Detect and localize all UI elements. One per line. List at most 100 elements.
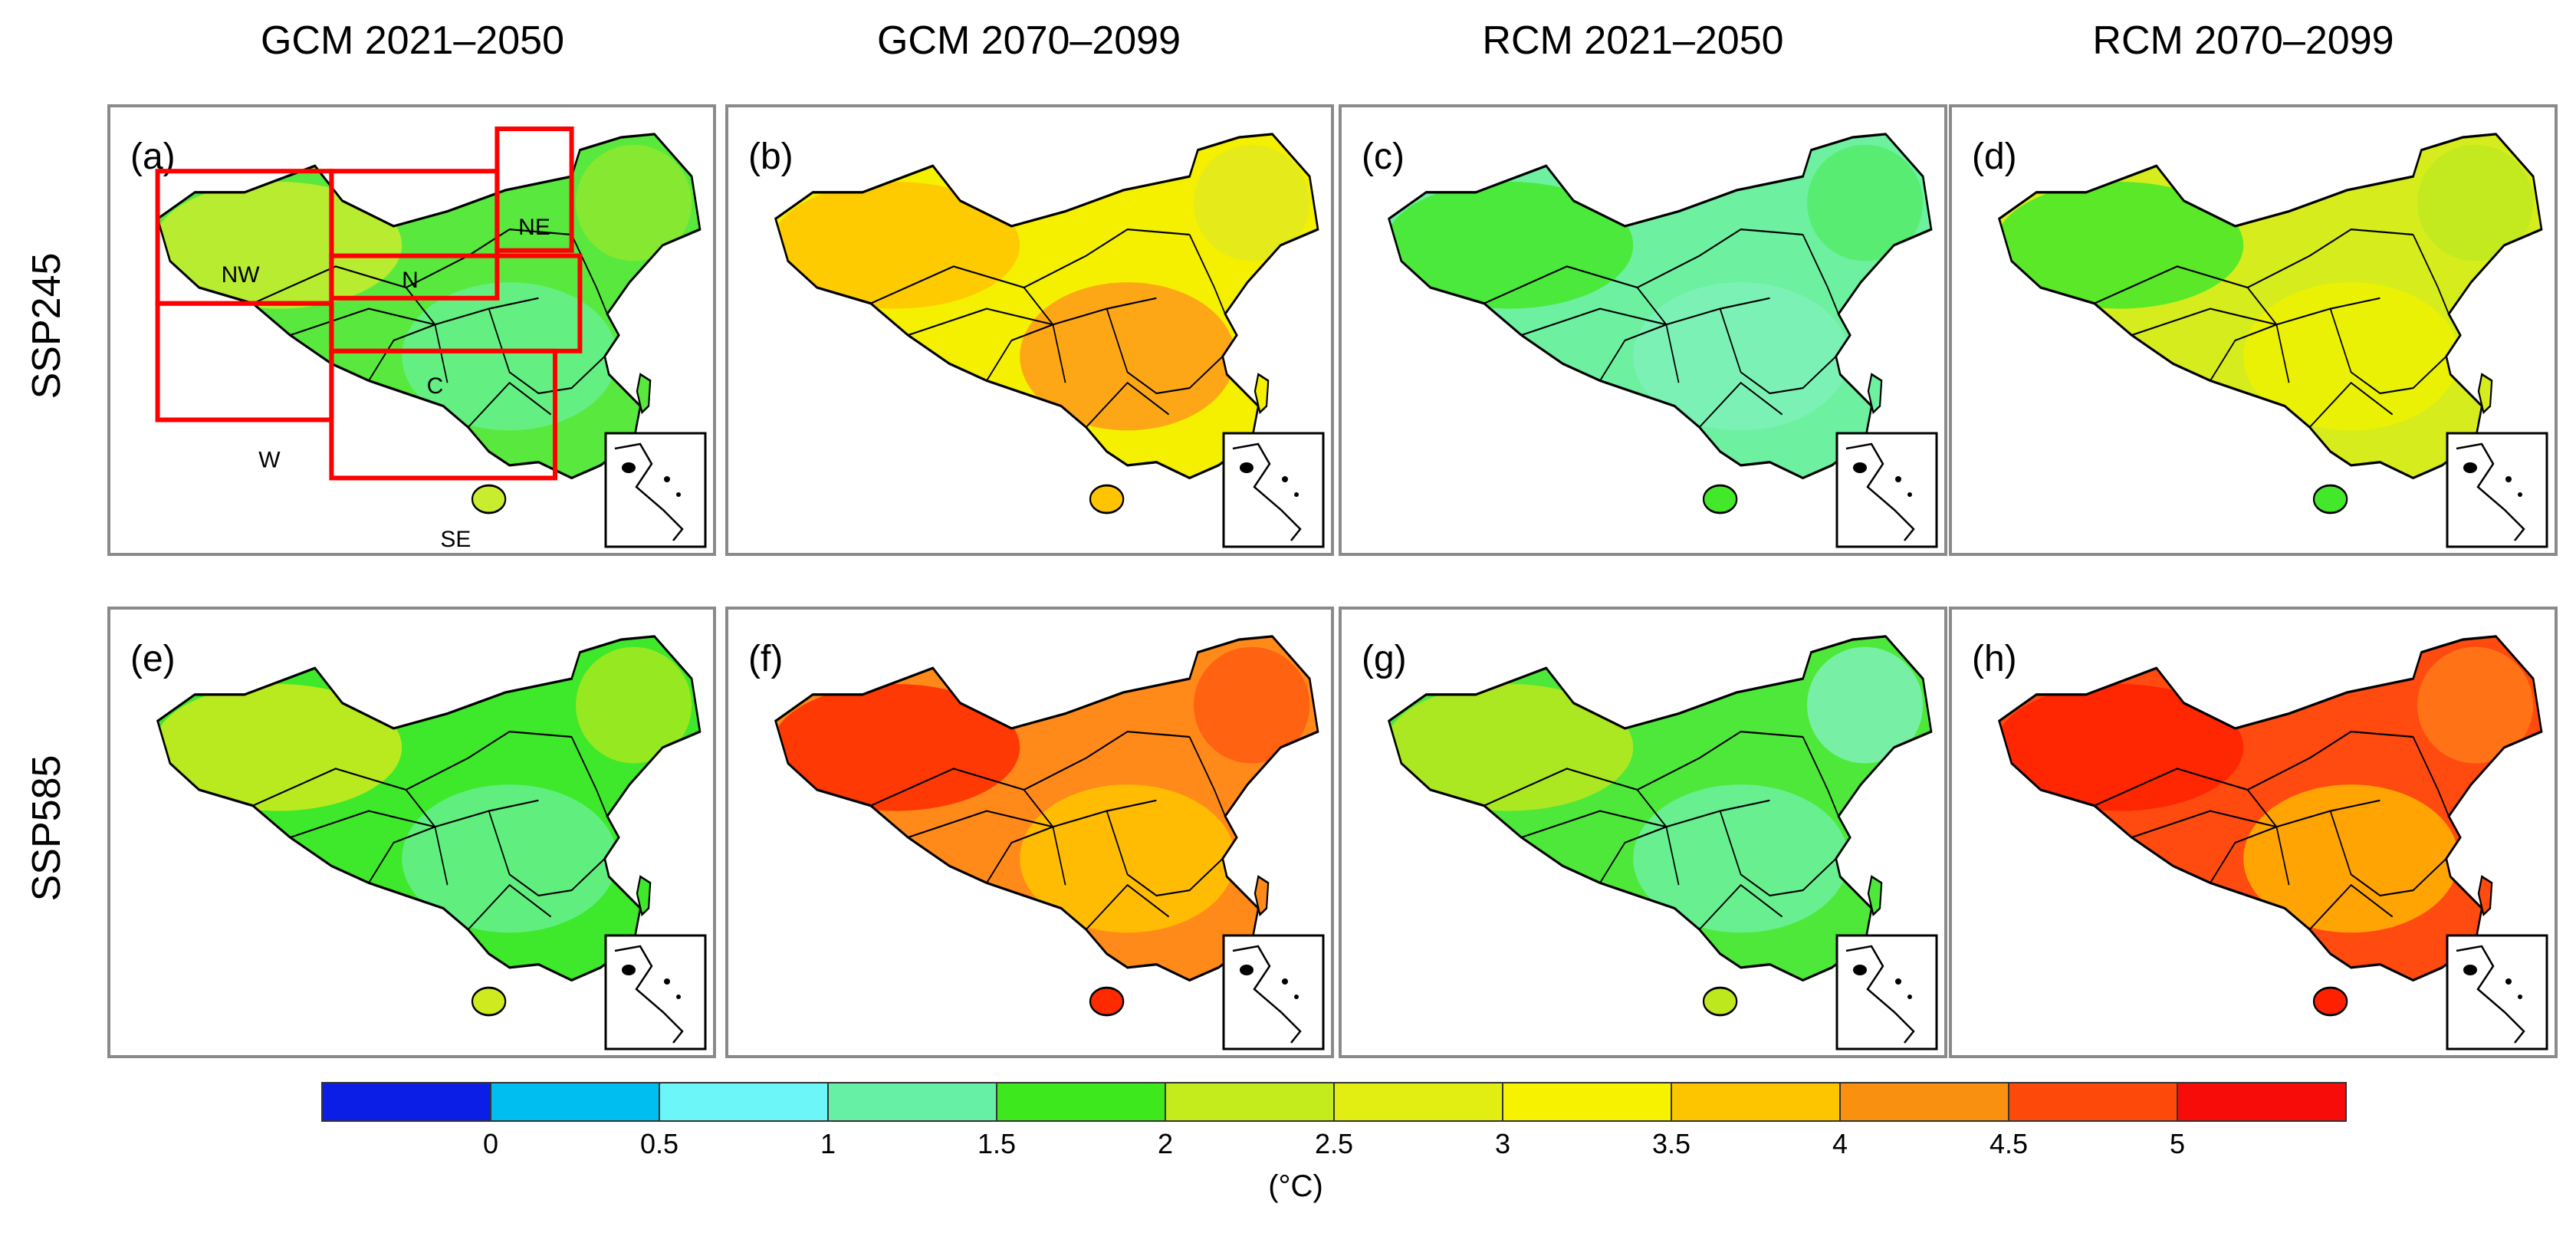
colorbar-box — [321, 1082, 491, 1122]
anomaly-patch — [157, 683, 402, 811]
province-boundary — [870, 730, 1190, 807]
panel-e: (e) — [107, 607, 716, 1058]
panel-c: (c) — [1339, 104, 1947, 556]
column-title-gcm-2021-2050: GCM 2021–2050 — [261, 18, 564, 63]
colorbar-tick-label: 0.5 — [640, 1128, 678, 1159]
region-label-w: W — [258, 448, 281, 473]
anomaly-patch — [1999, 181, 2244, 309]
province-boundary — [368, 826, 435, 884]
province-boundary — [1699, 381, 1783, 429]
colorbar-box — [2008, 1082, 2178, 1122]
hainan-island — [1089, 986, 1125, 1017]
province-boundary — [2412, 736, 2450, 817]
province-boundary — [1699, 883, 1783, 931]
south-china-sea-inset — [604, 432, 707, 548]
hainan-island — [1702, 986, 1738, 1017]
row-title-ssp585: SSP585 — [25, 755, 69, 902]
province-boundary — [2412, 234, 2450, 315]
province-boundary — [2094, 730, 2413, 807]
panel-label: (h) — [1972, 639, 2017, 679]
south-china-sea-inset — [2446, 934, 2548, 1051]
province-boundary — [1023, 287, 1066, 383]
panel-label: (b) — [748, 136, 794, 177]
colorbar-box — [1671, 1082, 1841, 1122]
region-label-se: SE — [440, 527, 471, 552]
anomaly-patch — [1807, 144, 1924, 261]
colorbar-box — [1502, 1082, 1672, 1122]
province-boundary — [1599, 826, 1667, 884]
region-box-se — [329, 348, 557, 481]
province-boundary — [570, 736, 608, 817]
colorbar-box — [659, 1082, 829, 1122]
region-label-n: N — [402, 268, 419, 293]
region-label-c: C — [427, 373, 444, 399]
hainan-island — [2312, 484, 2348, 515]
province-boundary — [1188, 234, 1226, 315]
south-china-sea-inset — [604, 934, 707, 1051]
province-boundary — [986, 324, 1053, 382]
colorbar-unit-label: (°C) — [1268, 1169, 1323, 1203]
province-boundary — [368, 324, 435, 382]
taiwan-island — [636, 875, 652, 917]
colorbar-tick-label: 3.5 — [1652, 1128, 1691, 1159]
colorbar-box — [2177, 1082, 2347, 1122]
province-boundary — [468, 381, 552, 429]
region-box-ne — [495, 127, 574, 253]
column-titles: GCM 2021–2050 GCM 2070–2099 RCM 2021–205… — [261, 18, 2394, 63]
province-boundary — [1802, 736, 1839, 817]
province-boundary — [2309, 883, 2394, 931]
colorbar-tick-label: 2.5 — [1315, 1128, 1353, 1159]
column-title-rcm-2021-2050: RCM 2021–2050 — [1482, 18, 1783, 63]
province-boundary — [986, 826, 1053, 884]
colorbar-box — [827, 1082, 997, 1122]
panel-label: (g) — [1362, 639, 1407, 679]
province-boundary — [1484, 730, 1803, 807]
colorbar-tick-label: 5 — [2170, 1128, 2185, 1159]
colorbar-tick-label: 1 — [820, 1128, 836, 1159]
colorbar-boxes — [321, 1082, 2347, 1122]
province-boundary — [2309, 381, 2394, 429]
hainan-island — [471, 484, 507, 515]
anomaly-patch — [1388, 181, 1634, 309]
taiwan-island — [1867, 373, 1883, 415]
panel-label: (d) — [1972, 136, 2017, 177]
colorbar-box — [1333, 1082, 1503, 1122]
province-boundary — [252, 228, 572, 304]
province-boundary — [1086, 381, 1170, 429]
colorbar-box — [996, 1082, 1166, 1122]
anomaly-patch — [576, 144, 692, 261]
province-boundary — [570, 234, 608, 315]
province-boundary — [2329, 810, 2447, 897]
hainan-island — [1702, 484, 1738, 515]
south-china-sea-inset — [1222, 934, 1325, 1051]
south-china-sea-inset — [1835, 934, 1938, 1051]
anomaly-patch — [1388, 683, 1634, 811]
colorbar-tick-label: 1.5 — [978, 1128, 1016, 1159]
colorbar-tick-label: 0 — [483, 1128, 498, 1159]
province-boundary — [1802, 234, 1839, 315]
province-boundary — [2329, 308, 2447, 395]
colorbar: 0 0.5 1 1.5 2 2.5 3 3.5 4 4.5 5 (°C) — [321, 1082, 2347, 1203]
province-boundary — [1484, 228, 1803, 304]
colorbar-box — [490, 1082, 660, 1122]
province-boundary — [1599, 324, 1667, 382]
column-title-gcm-2070-2099: GCM 2070–2099 — [877, 18, 1181, 63]
anomaly-patch — [157, 181, 402, 309]
province-boundary — [1188, 736, 1226, 817]
province-boundary — [2210, 826, 2277, 884]
hainan-island — [471, 986, 507, 1017]
province-boundary — [1086, 883, 1170, 931]
region-label-ne: NE — [518, 215, 550, 240]
row-title-ssp245: SSP245 — [25, 253, 69, 399]
anomaly-patch — [2417, 144, 2534, 261]
anomaly-patch — [1194, 144, 1310, 261]
anomaly-patch — [775, 181, 1020, 309]
panel-d: (d) — [1949, 104, 2558, 556]
anomaly-patch — [1807, 646, 1924, 764]
row-titles: SSP245 SSP585 — [25, 253, 69, 902]
south-china-sea-inset — [1835, 432, 1938, 548]
province-boundary — [2210, 324, 2277, 382]
panel-b: (b) — [725, 104, 1334, 556]
